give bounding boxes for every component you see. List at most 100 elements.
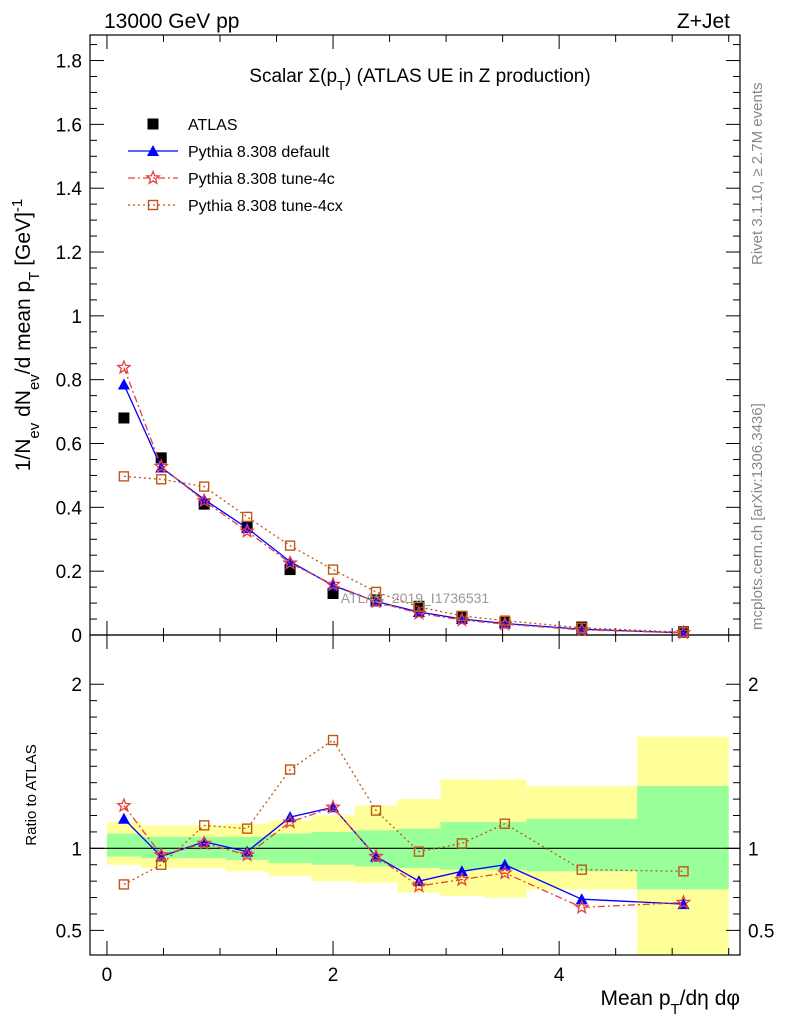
green-band-bin [106, 833, 141, 857]
ratio-point [499, 818, 511, 829]
ratio-point [456, 838, 468, 849]
label-part: ) (ATLAS UE in Z production) [345, 66, 591, 87]
series-layer [116, 359, 692, 640]
ratio-point [498, 858, 511, 870]
ratio-point [678, 866, 689, 877]
ratio-point [118, 879, 130, 890]
ratio-y-tick-label-right: 0.5 [748, 921, 774, 942]
y-tick-label: 1.8 [56, 52, 82, 73]
ratio-series-2 [118, 734, 689, 890]
data-point [370, 586, 382, 598]
ratio-point [368, 848, 384, 864]
ratio-point [411, 877, 427, 893]
data-point [155, 452, 167, 464]
green-band-bin [182, 836, 226, 859]
x-tick-label: 0 [102, 965, 113, 986]
data-point [118, 471, 130, 482]
series-line [123, 367, 684, 634]
label-part: Scalar Σ(p [249, 66, 337, 87]
data-point [368, 593, 384, 609]
legend-label: Pythia 8.308 default [188, 144, 330, 161]
ratio-point [325, 799, 341, 815]
legend-marker [147, 145, 159, 156]
y-tick-label: 0.2 [56, 562, 82, 583]
ratio-y-tick-label: 1 [71, 839, 82, 860]
data-point [327, 588, 339, 600]
label-part: /dη dφ [680, 987, 740, 1010]
legend-marker [147, 199, 159, 211]
ratio-point [454, 871, 470, 887]
ratio-point [455, 865, 468, 877]
ratio-point [156, 859, 167, 870]
data-point [499, 615, 511, 626]
ratio-point [282, 813, 298, 829]
ratio-point [370, 805, 382, 816]
data-point [325, 576, 341, 592]
legend-label: ATLAS [188, 117, 238, 134]
ratio-point [241, 823, 253, 834]
data-point [678, 626, 689, 638]
y-tick-label: 1.2 [56, 243, 82, 264]
legend-marker [145, 169, 161, 185]
data-point [282, 554, 298, 570]
y-axis-title: 1/Nev dNev/d mean pT [GeV]-1 [9, 199, 43, 472]
label-part: /d mean p [12, 281, 35, 374]
ratio-point [117, 812, 130, 824]
watermark: ATLAS_2019_I1736531 [341, 590, 490, 606]
ratio-point [576, 864, 587, 875]
data-point [327, 564, 339, 575]
label-part: [GeV] [12, 212, 35, 272]
legend-item: Pythia 8.308 tune-4cx [128, 198, 343, 215]
y-tick-label: 0.4 [56, 498, 83, 519]
ratio-point [675, 894, 692, 910]
y-tick-label: 1.4 [56, 179, 83, 200]
data-point [284, 540, 296, 551]
ratio-point [198, 820, 210, 831]
axes: 0 0.2 0.4 0.6 0.8 1 1.2 1.4 1.6 1.8 0 2 4 0.5 0.5 1 1 2 2 [56, 35, 774, 986]
ratio-point [284, 764, 296, 775]
ratio-point [327, 734, 339, 746]
legend: ATLAS Pythia 8.308 default Pythia 8.308 tu… [128, 117, 343, 215]
ratio-panel-frame [89, 634, 741, 956]
label-part: T [337, 78, 345, 93]
legend-label: Pythia 8.308 tune-4cx [188, 198, 343, 215]
green-band-bin [526, 818, 638, 872]
legend-marker [147, 118, 159, 130]
data-point [116, 359, 132, 375]
x-tick-label: 4 [554, 965, 565, 986]
green-band-bin [440, 822, 484, 870]
data-point [284, 564, 296, 576]
data-point [241, 511, 253, 523]
header-right: Z+Jet [677, 10, 730, 33]
y-tick-label: 1.6 [56, 115, 82, 136]
ratio-point [153, 846, 170, 862]
ratio-y-tick-label: 2 [71, 675, 82, 696]
y-tick-label: 0.6 [56, 435, 82, 456]
label-part: T [26, 272, 43, 281]
ratio-y-tick-label-right: 2 [748, 675, 759, 696]
data-point [239, 522, 256, 538]
ratio-layer [116, 734, 692, 915]
x-tick-label: 2 [328, 965, 339, 986]
ratio-y-tick-label-right: 1 [748, 839, 759, 860]
ratio-point [496, 864, 513, 880]
ratio-point [573, 899, 590, 915]
label-part: ev [26, 374, 43, 390]
ratio-point [575, 893, 588, 905]
data-point [117, 378, 130, 390]
label-part: Mean p [600, 987, 670, 1010]
data-point [118, 412, 130, 424]
data-point [241, 522, 254, 534]
data-point [456, 610, 468, 622]
ratio-line [123, 805, 684, 909]
x-axis-title: Mean pT/dη dφ [600, 987, 740, 1018]
y-tick-label: 0 [71, 626, 82, 647]
chart-title: Scalar Σ(pT) (ATLAS UE in Z production) [249, 66, 590, 93]
ratio-series-1 [116, 797, 692, 915]
data-point [198, 481, 210, 492]
ratio-point [196, 835, 213, 851]
data-point [153, 458, 170, 474]
ratio-y-axis-title: Ratio to ATLAS [23, 744, 40, 845]
data-point [196, 492, 213, 508]
label-part: T [671, 1001, 680, 1018]
